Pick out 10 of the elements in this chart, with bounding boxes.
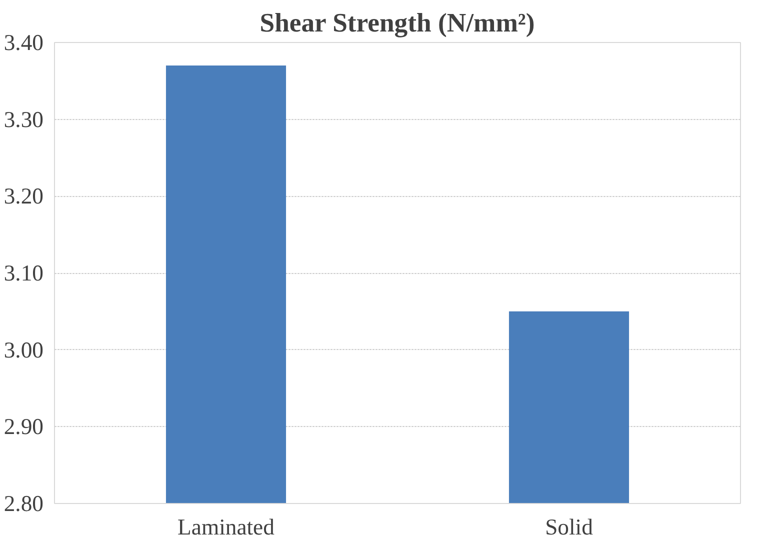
x-tick-label: Solid	[545, 514, 594, 540]
y-tick-label: 3.00	[4, 337, 44, 362]
y-tick-label: 2.90	[4, 414, 44, 440]
chart-title: Shear Strength (N/mm²)	[260, 8, 535, 38]
y-tick-label: 3.40	[4, 30, 44, 55]
x-tick-label: Laminated	[178, 514, 276, 540]
y-tick-label: 3.20	[4, 184, 44, 209]
y-tick-label: 3.10	[4, 260, 44, 286]
y-tick-label: 2.80	[4, 491, 44, 516]
y-tick-label: 3.30	[4, 106, 44, 132]
